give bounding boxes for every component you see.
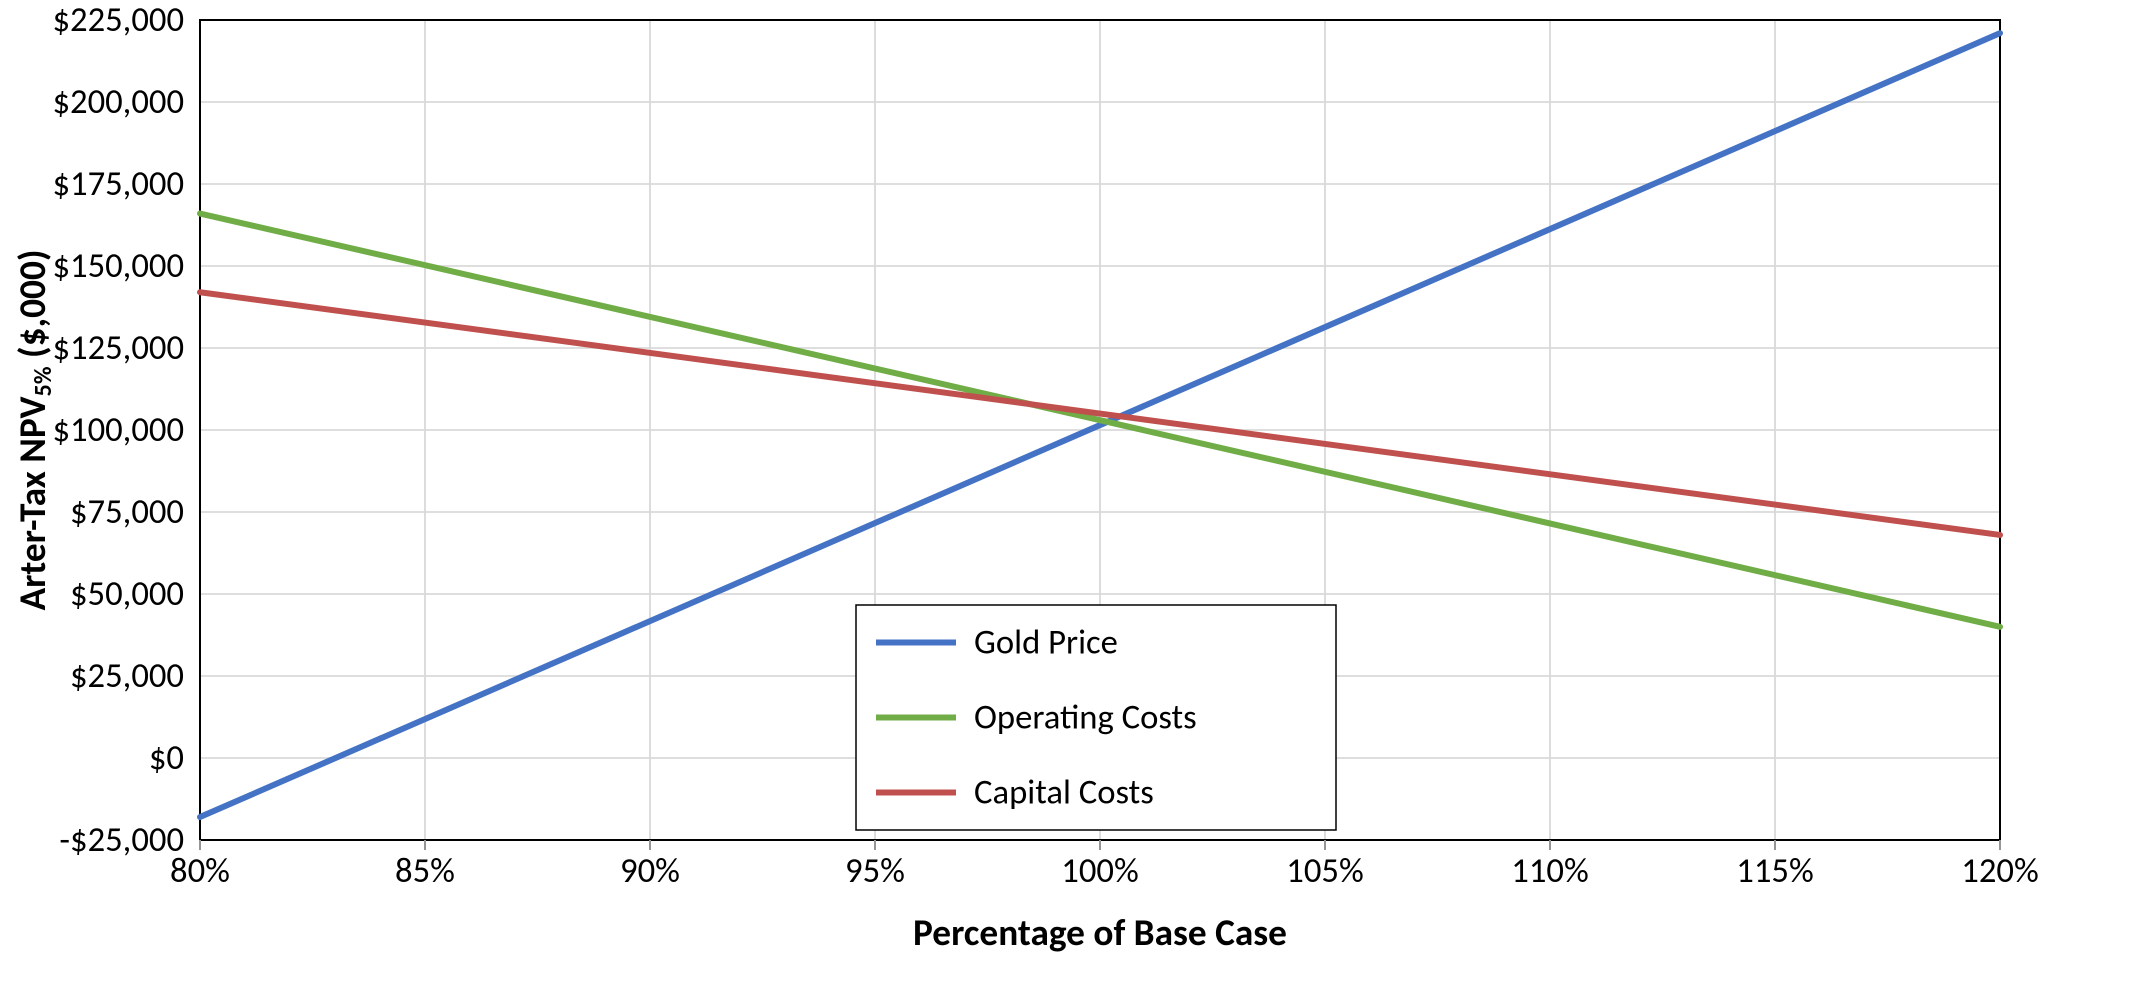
chart-svg: 80%85%90%95%100%105%110%115%120%-$25,000… <box>0 0 2145 990</box>
legend-label: Operating Costs <box>974 697 1197 739</box>
x-tick-label: 105% <box>1286 850 1363 892</box>
x-tick-label: 120% <box>1961 850 2038 892</box>
y-tick-label: $125,000 <box>52 327 184 369</box>
y-tick-label: $0 <box>149 737 184 779</box>
x-tick-label: 90% <box>620 850 680 892</box>
y-tick-label: $25,000 <box>70 655 184 697</box>
x-tick-label: 85% <box>395 850 455 892</box>
x-tick-label: 110% <box>1511 850 1588 892</box>
y-tick-label: $100,000 <box>52 409 184 451</box>
y-tick-label: $75,000 <box>70 491 184 533</box>
x-tick-label: 115% <box>1736 850 1813 892</box>
y-tick-label: -$25,000 <box>59 819 184 861</box>
x-axis-label: Percentage of Base Case <box>913 910 1287 956</box>
y-tick-label: $50,000 <box>70 573 184 615</box>
y-tick-label: $200,000 <box>52 81 184 123</box>
legend-label: Gold Price <box>974 622 1118 664</box>
x-tick-label: 100% <box>1061 850 1138 892</box>
y-axis-label: Arter-Tax NPV5% ($,000) <box>10 249 58 610</box>
legend-label: Capital Costs <box>974 772 1154 814</box>
y-tick-label: $175,000 <box>52 163 184 205</box>
y-tick-label: $225,000 <box>52 0 184 41</box>
y-tick-label: $150,000 <box>52 245 184 287</box>
x-tick-label: 95% <box>845 850 905 892</box>
sensitivity-chart: 80%85%90%95%100%105%110%115%120%-$25,000… <box>0 0 2145 990</box>
